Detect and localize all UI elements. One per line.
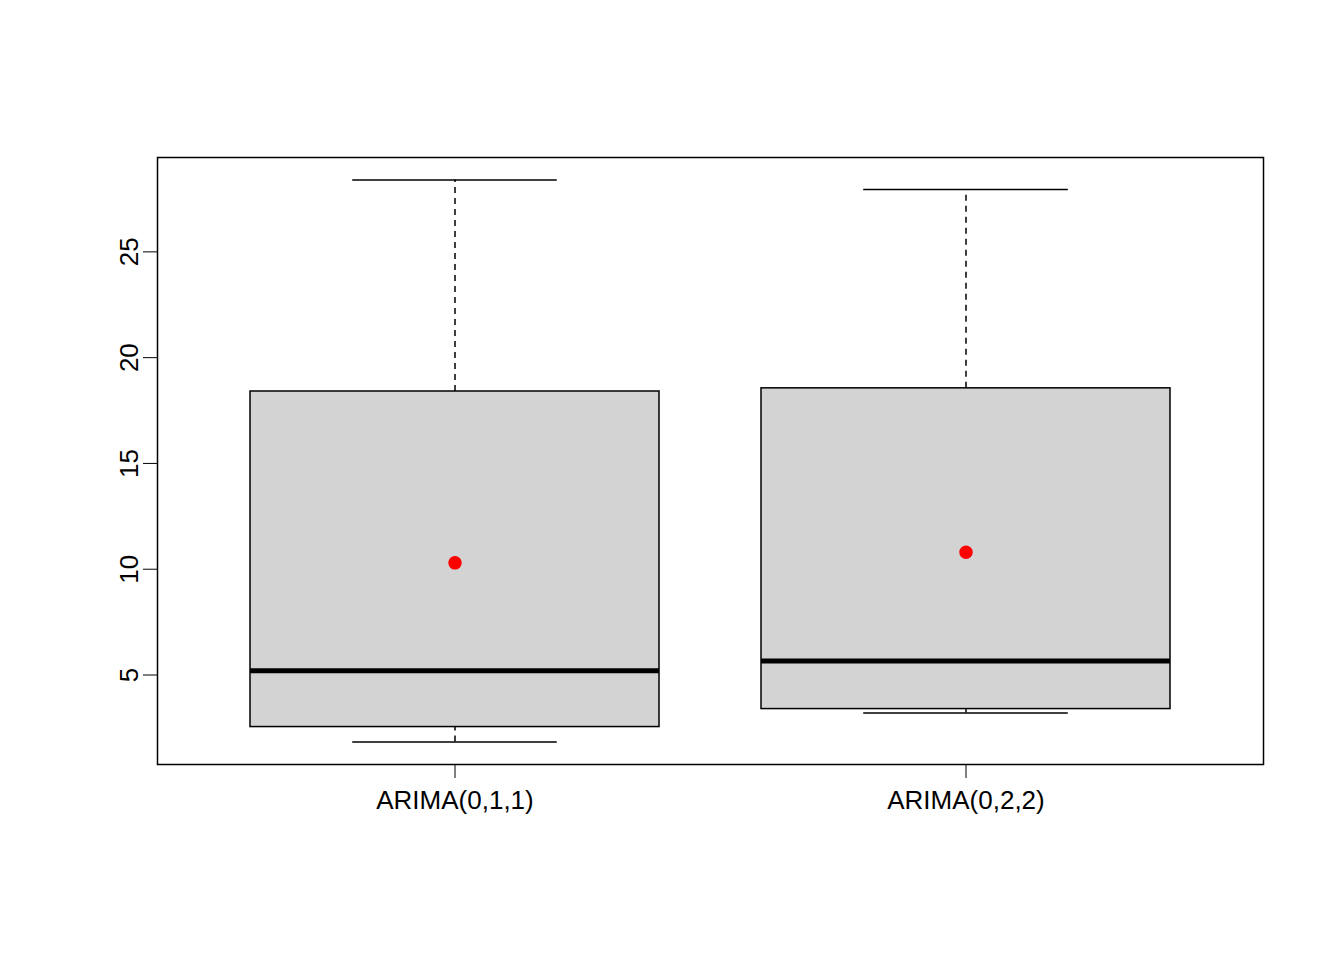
svg-text:25: 25 xyxy=(114,237,144,266)
svg-text:5: 5 xyxy=(114,668,144,682)
svg-text:ARIMA(0,2,2): ARIMA(0,2,2) xyxy=(887,785,1045,815)
svg-text:20: 20 xyxy=(114,343,144,372)
svg-text:10: 10 xyxy=(114,555,144,584)
svg-text:ARIMA(0,1,1): ARIMA(0,1,1) xyxy=(376,785,534,815)
svg-text:15: 15 xyxy=(114,449,144,478)
